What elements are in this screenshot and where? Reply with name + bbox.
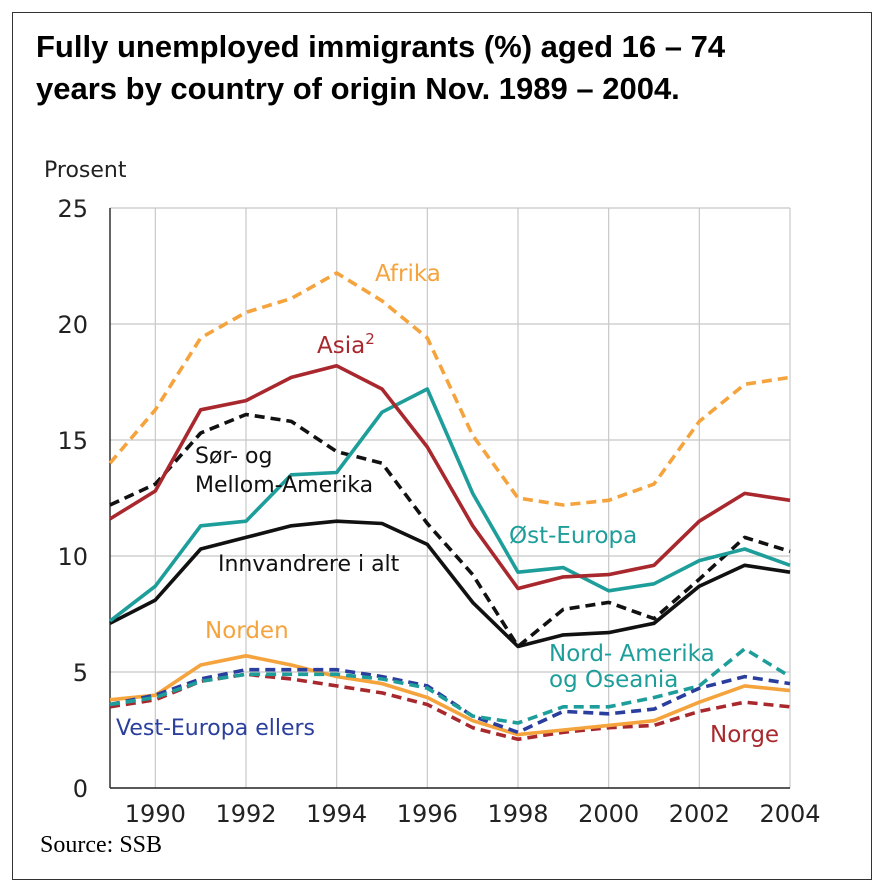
series-line-afrika [108,271,791,507]
series-line-øst-europa [108,387,791,623]
x-tick-label: 2000 [578,800,639,828]
axis-layer: 0 5 10 15 20 25 1990 1992 1994 1996 1998 2000 2002 20… [57,195,820,828]
series-label-øst-europa: Øst-Europa [509,523,637,549]
y-axis-label: Prosent [44,158,127,183]
grid-layer [110,207,791,788]
series-label-norge: Norge [710,722,779,748]
source-note: Source: SSB [40,832,163,858]
series-label-afrika: Afrika [375,261,441,287]
series-label-nord-amerika: Nord- Amerika [549,641,715,667]
x-tick-label: 1990 [125,800,186,828]
series-layer [108,271,791,742]
x-tick-label: 1996 [397,800,458,828]
y-tick-label: 20 [57,311,88,339]
series-line-vest-europa-ellers [109,667,791,735]
series-label-vest-europa-ellers: Vest-Europa ellers [116,716,315,741]
chart-title-line-1: Fully unemployed immigrants (%) aged 16 … [36,29,726,64]
y-tick-label: 25 [57,195,88,223]
y-tick-label: 5 [73,659,88,687]
series-line-norden [109,653,791,737]
series-line-asia [109,363,791,591]
y-tick-label: 10 [57,543,88,571]
series-label-asia: Asia2 [317,330,375,359]
series-line-innvandrere-i-alt [109,519,791,649]
series-label-norden: Norden [205,618,289,644]
x-tick-label: 2004 [759,800,820,828]
x-tick-label: 2002 [669,800,730,828]
y-tick-label: 0 [73,775,88,803]
chart-title: Fully unemployed immigrants (%) aged 16 … [36,26,725,110]
series-label-layer: Afrika Asia2 Sør- og Mellom-Amerika Øst-Euro… [116,261,779,748]
x-tick-label: 1994 [306,800,367,828]
series-line-sør-og-mellom-amerika [109,412,791,649]
chart-title-line-2: years by country of origin Nov. 1989 – 2… [36,71,680,106]
x-tick-label: 1992 [215,800,276,828]
series-label-sør-og: Sør- og [195,444,272,469]
y-tick-label: 15 [57,427,88,455]
series-line-nord-amerika-og-oseania [109,646,791,725]
series-label-og-oseania: og Oseania [549,667,678,693]
series-label-mellom-amerika: Mellom-Amerika [195,473,373,498]
x-tick-label: 1998 [487,800,548,828]
series-label-innvandrere-i-alt: Innvandrere i alt [218,552,400,577]
